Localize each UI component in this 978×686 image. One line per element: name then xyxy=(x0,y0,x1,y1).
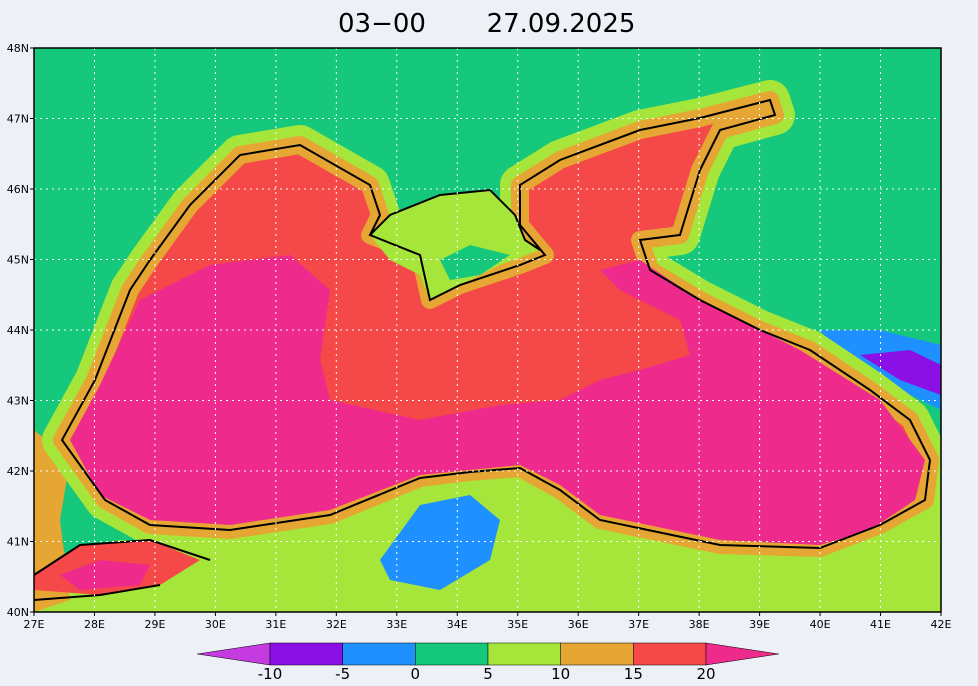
colorbar-arrow-low xyxy=(197,642,271,666)
colorbar-label: 15 xyxy=(624,665,643,683)
coastline xyxy=(60,98,932,550)
x-tick-label: 30E xyxy=(205,618,226,631)
grid xyxy=(34,48,941,612)
colorbar-label: -5 xyxy=(335,665,350,683)
x-tick-label: 28E xyxy=(84,618,105,631)
x-tick-label: 42E xyxy=(931,618,952,631)
colorbar-segment xyxy=(342,642,416,666)
x-tick-label: 29E xyxy=(144,618,165,631)
bosporus-coast xyxy=(34,538,211,601)
y-tick-label: 42N xyxy=(7,465,29,478)
x-tick-label: 33E xyxy=(386,618,407,631)
x-tick-label: 38E xyxy=(689,618,710,631)
colorbar: -10 -5 0 5 10 15 20 xyxy=(197,642,779,683)
colorbar-label: 10 xyxy=(551,665,570,683)
colorbar-segment xyxy=(487,642,561,666)
temperature-field xyxy=(34,48,941,612)
title-date: 27.09.2025 xyxy=(487,9,636,39)
x-tick-label: 37E xyxy=(628,618,649,631)
y-tick-label: 43N xyxy=(7,395,29,408)
x-tick-label: 31E xyxy=(265,618,286,631)
cold-patch-east xyxy=(820,330,941,410)
colorbar-segment xyxy=(560,642,634,666)
y-tick-label: 40N xyxy=(7,606,29,619)
x-tick-label: 39E xyxy=(749,618,770,631)
title-time: 03−00 xyxy=(338,9,426,39)
marmara-warm xyxy=(60,560,150,590)
x-tick-label: 35E xyxy=(507,618,528,631)
y-tick-label: 48N xyxy=(7,42,29,55)
x-tick-label: 32E xyxy=(326,618,347,631)
crimea xyxy=(370,190,540,300)
x-tick-label: 40E xyxy=(810,618,831,631)
y-tick-label: 47N xyxy=(7,113,29,126)
x-tick-label: 36E xyxy=(568,618,589,631)
colorbar-label: 5 xyxy=(483,665,493,683)
colorbar-segment xyxy=(633,642,707,666)
x-tick-label: 34E xyxy=(447,618,468,631)
warmest-sea xyxy=(70,255,925,545)
colorbar-segment xyxy=(415,642,489,666)
y-tick-label: 41N xyxy=(7,536,29,549)
x-tick-label: 27E xyxy=(24,618,45,631)
colorbar-label: -10 xyxy=(258,665,283,683)
y-tick-label: 46N xyxy=(7,183,29,196)
y-tick-label: 45N xyxy=(7,254,29,267)
colorbar-segment xyxy=(269,642,343,666)
y-tick-label: 44N xyxy=(7,324,29,337)
x-tick-label: 41E xyxy=(870,618,891,631)
axes: 27E 28E 29E 30E 31E 32E 33E 34E 35E 36E 37E 38E 39E 4… xyxy=(7,42,952,631)
colorbar-label: 20 xyxy=(696,665,715,683)
colorbar-label: 0 xyxy=(411,665,421,683)
cold-patch xyxy=(380,495,500,590)
colorbar-arrow-high xyxy=(705,642,779,666)
